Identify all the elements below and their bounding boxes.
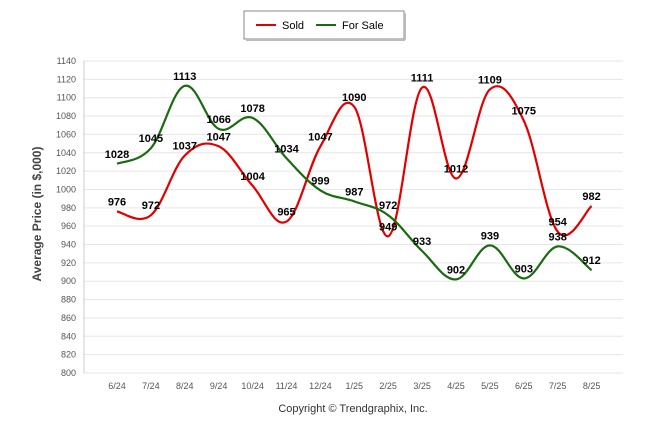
sold-data-label-11: 1109 xyxy=(478,74,502,86)
sold-data-label-2: 1037 xyxy=(173,141,197,153)
x-axis-ticks: 6/24 7/24 8/24 9/24 10/24 11/24 12/24 1/25 2/25 3… xyxy=(108,381,600,391)
y-tick-label-820: 820 xyxy=(61,350,76,360)
x-tick-label-6-24: 6/24 xyxy=(108,381,126,391)
x-tick-label-6-25: 6/25 xyxy=(515,381,533,391)
y-tick-label-1040: 1040 xyxy=(56,148,76,158)
x-tick-label-8-25: 8/25 xyxy=(583,381,601,391)
sold-series-line xyxy=(116,85,593,238)
for-sale-data-label-4: 1078 xyxy=(240,103,264,115)
x-tick-label-8-24: 8/24 xyxy=(176,381,194,391)
sold-data-label-5: 965 xyxy=(277,207,295,219)
y-tick-label-800: 800 xyxy=(61,368,76,378)
sold-data-label-10: 1012 xyxy=(444,163,468,175)
for-sale-data-label-14: 912 xyxy=(582,255,600,267)
for-sale-data-label-11: 939 xyxy=(481,230,499,242)
sold-data-label-12: 1075 xyxy=(512,106,536,118)
sold-data-label-0: 976 xyxy=(108,196,126,208)
y-tick-label-920: 920 xyxy=(61,258,76,268)
y-tick-label-980: 980 xyxy=(61,203,76,213)
y-tick-label-1080: 1080 xyxy=(56,111,76,121)
y-tick-label-860: 860 xyxy=(61,313,76,323)
y-tick-label-1100: 1100 xyxy=(57,93,76,103)
y-tick-label-900: 900 xyxy=(61,276,76,286)
for-sale-data-label-12: 903 xyxy=(515,263,533,275)
for-sale-data-label-7: 987 xyxy=(345,186,363,198)
y-axis-title: Average Price (in $,000) xyxy=(30,147,44,282)
for-sale-data-label-9: 933 xyxy=(413,236,431,248)
x-tick-label-9-24: 9/24 xyxy=(210,381,228,391)
grid xyxy=(83,60,623,374)
for-sale-data-label-8: 972 xyxy=(379,200,397,212)
for-sale-data-label-10: 902 xyxy=(447,264,465,276)
for-sale-series-line xyxy=(116,84,593,281)
sold-data-label-1: 972 xyxy=(142,200,160,212)
legend-sold-label: Sold xyxy=(282,20,304,32)
x-tick-label-5-25: 5/25 xyxy=(481,381,499,391)
legend: Sold For Sale xyxy=(243,10,406,41)
x-tick-label-12-24: 12/24 xyxy=(309,381,332,391)
x-tick-label-3-25: 3/25 xyxy=(413,381,431,391)
for-sale-data-label-6: 999 xyxy=(311,175,329,187)
y-tick-label-1140: 1140 xyxy=(57,56,76,66)
for-sale-data-label-2: 1113 xyxy=(173,71,196,83)
x-tick-label-7-24: 7/24 xyxy=(142,381,160,391)
for-sale-data-label-5: 1034 xyxy=(274,143,299,155)
sold-data-label-3: 1047 xyxy=(206,131,230,143)
y-tick-label-940: 940 xyxy=(61,240,76,250)
data-labels: 976 972 1037 1047 1004 965 1047 1090 949 1111 1012… xyxy=(105,71,601,277)
y-tick-label-880: 880 xyxy=(61,295,76,305)
x-tick-label-1-25: 1/25 xyxy=(346,381,364,391)
for-sale-data-label-1: 1045 xyxy=(139,133,163,145)
y-tick-label-1020: 1020 xyxy=(56,166,76,176)
x-tick-label-2-25: 2/25 xyxy=(379,381,397,391)
sold-data-label-4: 1004 xyxy=(240,171,265,183)
series-lines xyxy=(116,84,593,281)
y-tick-label-1000: 1000 xyxy=(56,184,76,194)
x-tick-label-7-25: 7/25 xyxy=(549,381,567,391)
x-tick-label-10-24: 10/24 xyxy=(241,381,264,391)
y-tick-label-960: 960 xyxy=(61,221,76,231)
y-axis-ticks: 800 820 840 860 880 900 920 940 960 980 1000 1020 10… xyxy=(56,56,76,378)
x-tick-label-4-25: 4/25 xyxy=(447,381,465,391)
for-sale-data-label-0: 1028 xyxy=(105,149,129,161)
for-sale-data-label-3: 1066 xyxy=(206,114,230,126)
y-tick-label-1120: 1120 xyxy=(57,74,76,84)
sold-data-label-7: 1090 xyxy=(342,92,366,104)
sold-data-label-9: 1111 xyxy=(411,73,434,85)
y-tick-label-840: 840 xyxy=(61,331,76,341)
legend-forsale-label: For Sale xyxy=(342,20,384,32)
for-sale-data-label-13: 938 xyxy=(549,231,567,243)
sold-data-label-14: 982 xyxy=(582,191,600,203)
sold-data-label-6: 1047 xyxy=(308,131,332,143)
sold-data-label-13: 954 xyxy=(549,217,568,229)
x-tick-label-11-24: 11/24 xyxy=(276,381,298,391)
copyright-footer: Copyright © Trendgraphix, Inc. xyxy=(278,403,427,415)
sold-data-label-8: 949 xyxy=(379,221,397,233)
y-tick-label-1060: 1060 xyxy=(56,129,76,139)
